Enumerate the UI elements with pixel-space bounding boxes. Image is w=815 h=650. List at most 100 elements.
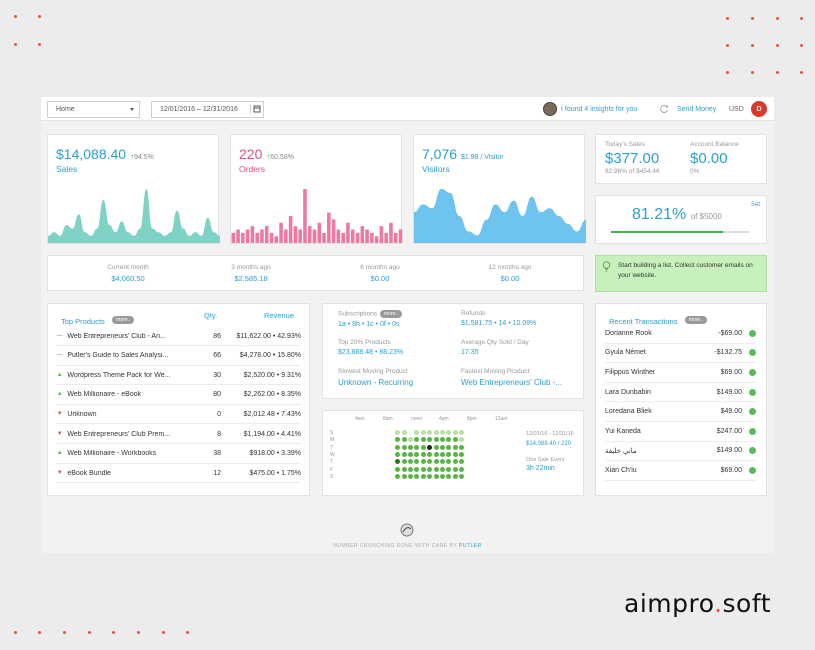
heatmap-day-label: S — [330, 430, 334, 436]
footer-brand-link[interactable]: PUTLER — [459, 543, 482, 549]
order-bar — [384, 232, 388, 243]
heatmap-cell — [401, 473, 407, 479]
history-value: $0.00 — [500, 274, 520, 283]
heatmap-cell — [440, 451, 445, 457]
heatmap-cell — [414, 437, 420, 443]
top-products-title[interactable]: Top Products — [61, 317, 105, 326]
heatmap-cell — [401, 451, 407, 457]
tip-text: Start building a list. Collect customer … — [618, 262, 753, 279]
view-select[interactable]: Home — [47, 101, 140, 118]
sales-card[interactable]: $14,088.40 ↑94.5% Sales — [47, 134, 220, 244]
history-3-months: 3 months ago $2,585.18 — [211, 264, 291, 283]
heatmap-cell — [433, 430, 439, 435]
transaction-amount: -$69.00 — [718, 329, 742, 337]
product-revenue: $475.00 • 1.75% — [249, 469, 302, 477]
heatmap-cell — [420, 459, 426, 465]
product-row[interactable]: ▼ eBook Bundle 12 $475.00 • 1.75% — [56, 464, 302, 484]
chevron-down-icon — [130, 108, 134, 111]
heatmap-cell — [420, 451, 426, 457]
refresh-icon[interactable] — [659, 97, 669, 121]
transaction-amount: -$132.75 — [714, 349, 742, 357]
heatmap-cell — [414, 473, 420, 479]
visitors-card[interactable]: 7,076 $1.99 / Visitor Visitors — [413, 134, 586, 244]
heatmap-day-label: F — [330, 466, 334, 473]
product-row[interactable]: ▼ Unknown 0 $2,012.48 • 7.43% — [56, 405, 301, 425]
order-bar — [346, 222, 350, 243]
goal-progress-fill — [611, 231, 724, 233]
heatmap-cell — [427, 444, 433, 450]
account-balance-sub: 0% — [690, 168, 700, 175]
heatmap-cell — [452, 459, 458, 465]
heatmap-cell — [395, 444, 401, 450]
product-row[interactable]: — Putler's Guide to Sales Analysi... 66 $4,… — [56, 347, 301, 366]
orders-card[interactable]: 220 ↑60.58% Orders — [230, 134, 403, 244]
area-series — [48, 189, 220, 243]
heatmap-cell — [420, 444, 426, 450]
date-range-picker[interactable]: 12/01/2016 – 12/31/2016 — [151, 101, 264, 118]
user-menu[interactable]: D — [751, 97, 767, 121]
more-button[interactable]: more.. — [380, 310, 403, 318]
product-qty: 8 — [217, 430, 221, 438]
heatmap-cell — [401, 430, 407, 435]
product-row[interactable]: ▲ Wordpress Theme Pack for We... 30 $2,520.… — [56, 366, 301, 386]
goal-set-link[interactable]: Set — [750, 202, 760, 208]
order-bar — [331, 219, 336, 243]
product-qty: 86 — [213, 332, 221, 340]
heatmap-cell — [401, 437, 407, 443]
send-money-link[interactable]: Send Money — [677, 105, 717, 113]
product-row[interactable]: ▼ Web Entrepreneurs' Club Prem... 8 $1,194.… — [56, 425, 301, 444]
logo-right: soft — [722, 589, 772, 618]
account-balance-value: $0.00 — [690, 150, 728, 167]
today-balance-card: Today's Sales $377.00 82.96% of $454.46 … — [595, 134, 767, 184]
product-qty: 38 — [213, 450, 221, 458]
arrow-up-icon: ↑ — [129, 152, 134, 161]
customer-name: Dorianne Rook — [605, 329, 652, 337]
refunds-label: Refunds — [461, 310, 486, 317]
qty-header: Qty. — [204, 311, 218, 320]
transaction-row[interactable]: Xian Ch'iu $69.00 — [605, 461, 756, 481]
product-row[interactable]: ▲ Web Millionaire - eBook 80 $2,262.00 • 8.… — [56, 386, 301, 405]
refunds-stat[interactable]: Refunds $1,581.75 • 14 • 10.09% — [461, 310, 536, 327]
refunds-value: $1,581.75 • 14 • 10.09% — [461, 320, 537, 327]
transaction-row[interactable]: ماني خليفة $149.00 — [605, 442, 756, 462]
customer-name: Yui Kaneda — [605, 427, 641, 435]
slowest-product-stat[interactable]: Slowest Moving Product Unknown - Recurri… — [338, 368, 413, 387]
heatmap-cell — [446, 444, 452, 450]
heatmap-cell — [459, 466, 465, 472]
transaction-row[interactable]: Dorianne Rook -$69.00 — [605, 324, 756, 344]
transaction-row[interactable]: Yui Kaneda $247.00 — [605, 422, 756, 442]
fastest-product-stat[interactable]: Fastest Moving Product Web Entrepreneurs… — [461, 368, 562, 387]
heatmap-cell — [446, 437, 452, 443]
transaction-row[interactable]: Loredana Bliek $49.00 — [605, 402, 756, 422]
product-name: Putler's Guide to Sales Analysi... — [67, 352, 169, 360]
order-bar — [389, 222, 393, 243]
product-row[interactable]: — Web Entrepreneurs' Club - An... 86 $11,62… — [56, 327, 301, 346]
goal-card: 81.21% of $5000 Set — [595, 195, 767, 244]
transaction-row[interactable]: Lara Dunbabin $149.00 — [605, 383, 756, 403]
more-button[interactable]: more.. — [684, 315, 707, 324]
tip-banner[interactable]: Start building a list. Collect customer … — [595, 255, 767, 292]
transactions-title[interactable]: Recent Transactions — [609, 317, 678, 326]
currency-label[interactable]: USD — [729, 105, 744, 113]
order-bar — [307, 226, 312, 243]
transaction-row[interactable]: Filippus Winther $69.00 — [605, 363, 756, 383]
status-dot-icon — [749, 388, 756, 396]
product-name: Web Millionaire - eBook — [67, 391, 142, 399]
heatmap-hour-label: 4pm — [439, 416, 449, 422]
heatmap-cell — [395, 437, 401, 443]
order-bar — [341, 232, 345, 243]
heatmap-cell — [414, 459, 420, 465]
trend-down-icon: ▼ — [56, 430, 63, 437]
revenue-header: Revenue — [264, 311, 295, 320]
more-button[interactable]: more.. — [112, 315, 135, 324]
heatmap-cell — [459, 473, 465, 479]
order-bar — [370, 232, 374, 243]
subscriptions-stat[interactable]: Subscriptions more.. 1a • 8h • 1c • 0f • … — [338, 310, 403, 328]
trend-down-icon: ▼ — [56, 410, 63, 417]
transaction-row[interactable]: Gyula Német -$132.75 — [605, 344, 756, 364]
product-row[interactable]: ▲ Web Millionaire - Workbooks 38 $918.00 • … — [56, 445, 301, 464]
heatmap-range: 12/01/16 - 12/31/16 — [526, 431, 574, 437]
sales-label: Sales — [56, 164, 78, 174]
top20-stat[interactable]: Top 20% Products $23,888.48 • 88.23% — [338, 339, 403, 356]
insights-link[interactable]: I found 4 insights for you — [543, 97, 637, 121]
